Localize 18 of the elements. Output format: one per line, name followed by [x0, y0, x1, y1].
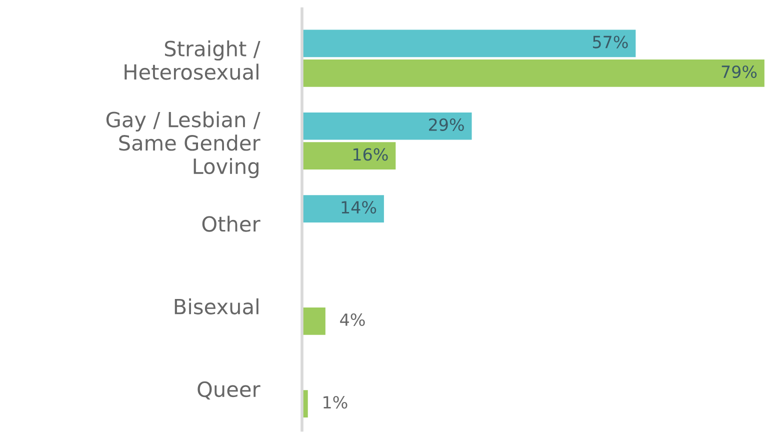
y-tick-label: Queer	[198, 381, 260, 400]
bar	[302, 307, 326, 335]
y-tick-label: Gay / Lesbian / Same Gender Loving	[106, 111, 260, 178]
bar	[302, 60, 764, 87]
y-tick-label: Straight / Heterosexual	[124, 40, 260, 80]
bar	[302, 142, 396, 170]
y-tick-label: Other	[202, 216, 260, 232]
y-tick-label: Bisexual	[174, 298, 258, 314]
data-label: 1%	[324, 396, 348, 409]
bar	[302, 112, 472, 140]
data-label: 79%	[722, 65, 757, 78]
data-label: 16%	[354, 148, 388, 161]
data-label: 57%	[592, 36, 628, 48]
data-label: 4%	[340, 313, 365, 326]
bar	[302, 195, 384, 222]
data-label: 29%	[429, 118, 464, 131]
data-label: 14%	[342, 200, 376, 214]
bar	[302, 30, 636, 58]
